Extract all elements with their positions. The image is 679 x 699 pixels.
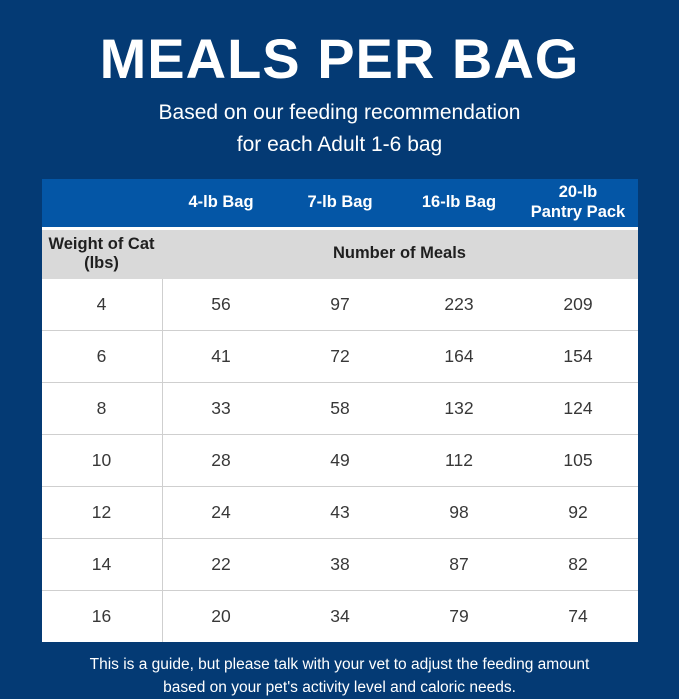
table-body: 4 56 97 223 209 6 41 72 164 154 8 33 58 … [41, 278, 638, 642]
meals-cell: 82 [568, 553, 588, 574]
meals-cell: 41 [211, 345, 231, 366]
weight-of-cat-label: Weight of Cat (lbs) [48, 234, 155, 273]
header-cell-16lb-bag: 16-lb Bag [421, 192, 497, 211]
subtitle-line-2: for each Adult 1-6 bag [236, 133, 443, 157]
meals-cell: 124 [563, 397, 593, 418]
meals-cell: 24 [211, 501, 231, 522]
meals-cell: 209 [563, 293, 593, 314]
meals-cell: 92 [568, 501, 588, 522]
weight-cell: 12 [91, 501, 112, 522]
header-cell-7lb-bag: 7-lb Bag [307, 192, 373, 211]
meals-cell: 164 [444, 345, 474, 366]
table-row: 4 56 97 223 209 [42, 279, 638, 330]
subtitle-line-1: Based on our feeding recommendation [158, 100, 521, 124]
meals-cell: 79 [449, 605, 469, 626]
meals-cell: 132 [444, 397, 474, 418]
header-separator [41, 226, 638, 230]
meals-cell: 74 [568, 605, 588, 626]
table-row: 14 22 38 87 82 [41, 537, 638, 590]
table-row: 6 41 72 164 154 [41, 329, 638, 382]
table-row: 8 33 58 132 124 [41, 381, 638, 434]
page-subtitle: Based on our feeding recommendation for … [0, 97, 679, 162]
meals-cell: 28 [211, 449, 231, 470]
weight-cell: 16 [91, 605, 112, 626]
page-title: MEALS PER BAG [99, 27, 580, 90]
meals-cell: 154 [563, 345, 593, 366]
weight-cell: 10 [91, 449, 112, 470]
footer-line-1: This is a guide, but please talk with yo… [89, 655, 590, 673]
header-cell-20lb-pantry-pack: 20-lb Pantry Pack [530, 183, 626, 221]
meals-cell: 34 [330, 605, 350, 626]
header-cell-4lb-bag: 4-lb Bag [188, 192, 254, 211]
meals-cell: 105 [563, 449, 593, 470]
meals-cell: 223 [444, 293, 474, 314]
meals-cell: 22 [211, 553, 231, 574]
meals-cell: 20 [211, 605, 231, 626]
footer-note: This is a guide, but please talk with yo… [0, 653, 679, 699]
meals-cell: 56 [211, 293, 231, 314]
meals-cell: 87 [449, 553, 469, 574]
meals-cell: 98 [449, 501, 469, 522]
meals-cell: 43 [330, 501, 350, 522]
table-subheader-row: Weight of Cat (lbs) Number of Meals [41, 229, 638, 279]
meals-cell: 49 [330, 449, 350, 470]
meals-table: 4-lb Bag 7-lb Bag 16-lb Bag 20-lb Pantry… [41, 178, 638, 642]
meals-cell: 38 [330, 553, 350, 574]
weight-cell: 8 [96, 397, 107, 418]
meals-cell: 33 [211, 397, 231, 418]
table-row: 16 20 34 79 74 [41, 589, 638, 642]
table-row: 12 24 43 98 92 [41, 485, 638, 538]
number-of-meals-label: Number of Meals [333, 244, 466, 263]
table-header-row: 4-lb Bag 7-lb Bag 16-lb Bag 20-lb Pantry… [41, 178, 638, 227]
footer-line-2: based on your pet's activity level and c… [163, 679, 516, 697]
weight-cell: 4 [96, 293, 107, 314]
meals-cell: 97 [330, 293, 350, 314]
meals-cell: 58 [330, 397, 350, 418]
table-row: 10 28 49 112 105 [41, 433, 638, 486]
infographic-page: MEALS PER BAG Based on our feeding recom… [0, 27, 679, 696]
meals-cell: 112 [445, 449, 473, 470]
meals-cell: 72 [330, 345, 350, 366]
weight-cell: 14 [91, 553, 112, 574]
column-divider [161, 278, 163, 642]
header-cell-empty [42, 179, 162, 227]
weight-cell: 6 [96, 345, 107, 366]
